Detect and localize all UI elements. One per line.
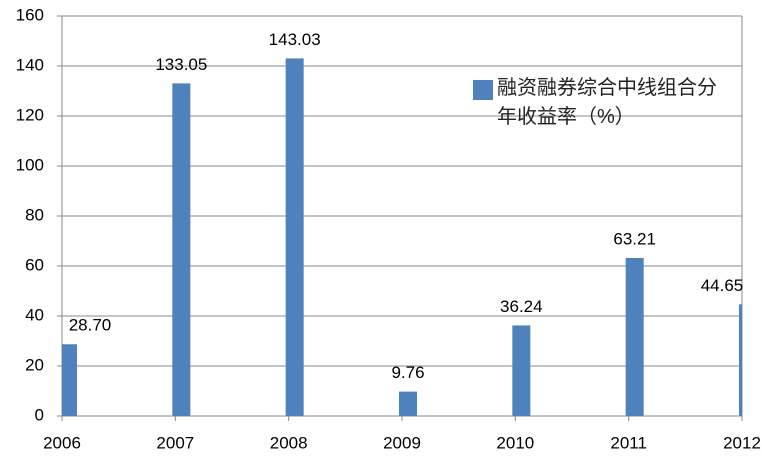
bar (62, 344, 77, 416)
value-label: 36.24 (500, 297, 543, 316)
x-tick-label: 2009 (383, 433, 421, 452)
y-tick-label: 0 (35, 405, 44, 424)
y-tick-label: 160 (16, 5, 44, 24)
bar (512, 325, 531, 416)
y-tick-label: 40 (25, 305, 44, 324)
y-tick-label: 120 (16, 105, 44, 124)
value-label: 9.76 (391, 363, 424, 382)
value-label: 44.65 (701, 276, 744, 295)
y-tick-label: 100 (16, 155, 44, 174)
value-label: 28.70 (69, 316, 112, 335)
value-label: 63.21 (613, 229, 656, 248)
bar (285, 58, 304, 417)
x-tick-label: 2007 (156, 433, 194, 452)
legend-label: 融资融券综合中线组合分年收益率（%） (497, 77, 717, 128)
y-tick-label: 20 (25, 355, 44, 374)
x-tick-label: 2010 (496, 433, 534, 452)
value-label: 143.03 (269, 30, 321, 49)
x-tick-label: 2006 (43, 433, 81, 452)
bar (399, 391, 417, 416)
bar (625, 257, 644, 416)
x-tick-label: 2011 (610, 433, 647, 452)
y-tick-label: 60 (25, 255, 44, 274)
x-tick-label: 2008 (270, 433, 308, 452)
y-tick-label: 80 (25, 205, 44, 224)
x-tick-label: 2012 (723, 433, 761, 452)
bar (172, 83, 191, 416)
legend-swatch (473, 80, 493, 100)
bar (739, 304, 742, 416)
y-tick-label: 140 (16, 55, 44, 74)
value-label: 133.05 (155, 55, 207, 74)
